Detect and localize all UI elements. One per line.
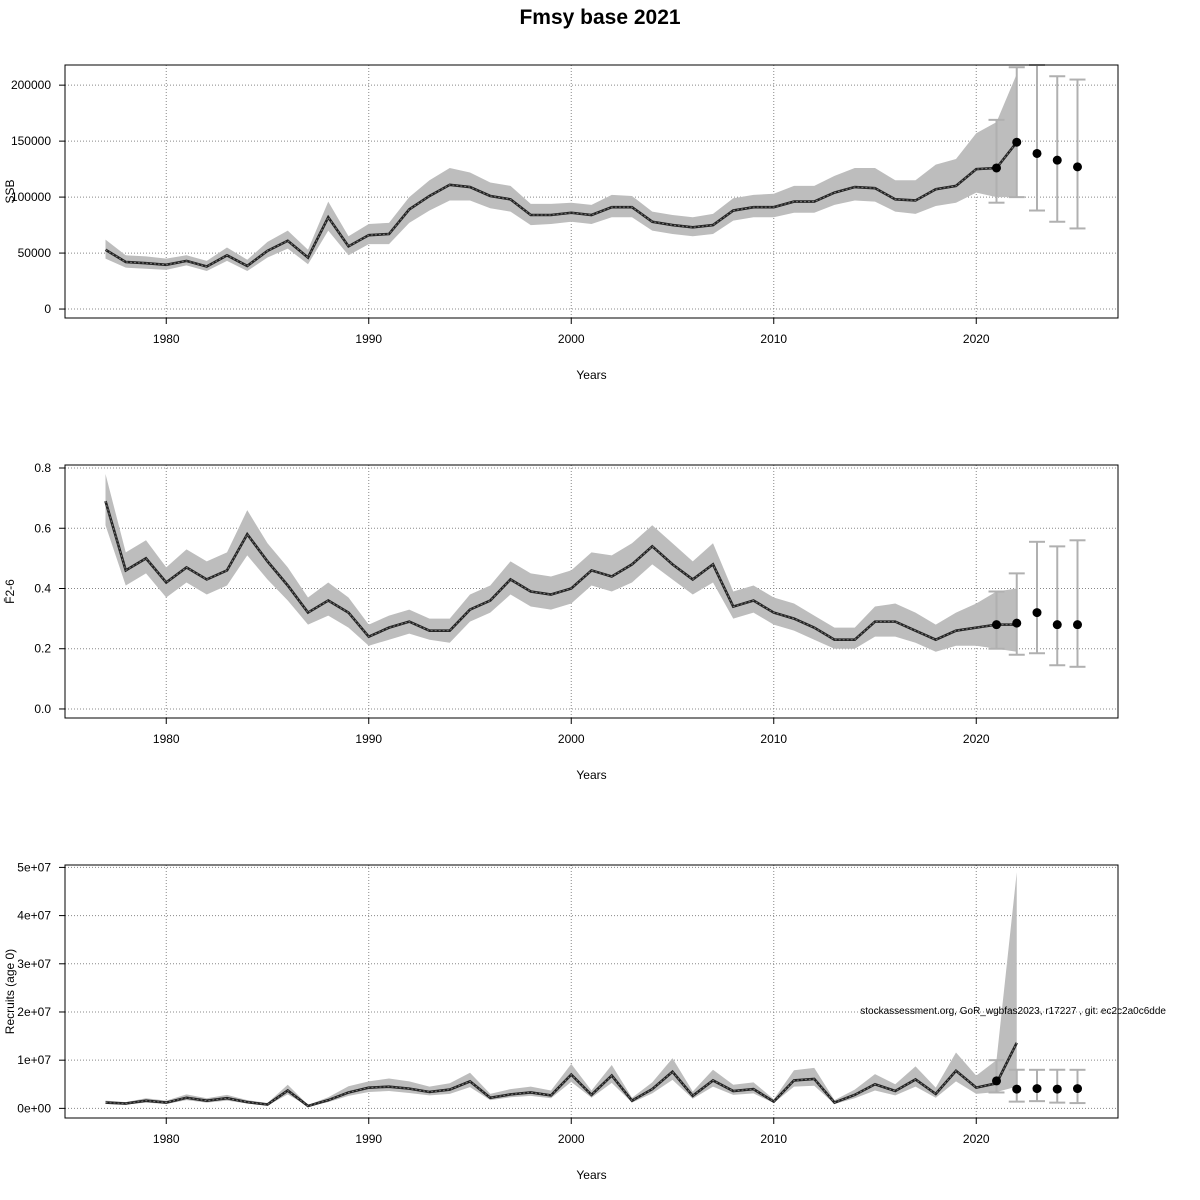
panel-ssb: 1980 1990 2000 2010 2020 0 50000 100000 150000 20… (3, 64, 1119, 382)
x-tick-label: 2010 (760, 332, 787, 346)
estimate-line-dash (105, 141, 1018, 268)
panels: 1980 1990 2000 2010 2020 0 50000 100000 150000 20… (3, 64, 1119, 1182)
x-tick-label: 1980 (153, 1132, 180, 1146)
x-tick-label: 2000 (558, 732, 585, 746)
forecast-point (1012, 618, 1022, 628)
y-tick-label: 0.6 (34, 521, 51, 535)
forecast-point (992, 1076, 1001, 1086)
y-tick-label: 200000 (11, 78, 51, 92)
y-tick-label: 0e+00 (17, 1101, 51, 1115)
plot-frame (64, 464, 1119, 719)
y-axis-label: Recruits (age 0) (3, 949, 17, 1034)
x-tick-label: 1990 (355, 732, 382, 746)
x-tick-label: 2000 (558, 1132, 585, 1146)
y-tick-label: 0.8 (34, 461, 51, 475)
forecast-point (1073, 1084, 1082, 1094)
y-tick-label: 150000 (11, 134, 51, 148)
footnote: stockassessment.org, GoR_wgbfas2023, r17… (860, 1006, 1166, 1017)
forecast-point (1032, 148, 1042, 158)
forecast-point (1052, 1084, 1062, 1094)
x-tick-label: 2010 (760, 1132, 787, 1146)
x-tick-label: 2020 (963, 332, 990, 346)
forecast-point (1032, 608, 1042, 618)
x-axis-label: Years (576, 768, 606, 782)
forecast-point (1052, 155, 1062, 165)
confidence-band (105, 73, 1017, 271)
y-tick-label: 0.0 (34, 702, 51, 716)
y-tick-label: 1e+07 (17, 1053, 51, 1067)
forecast-point (1073, 162, 1082, 172)
x-tick-label: 2010 (760, 732, 787, 746)
y-tick-label: 2e+07 (17, 1005, 51, 1019)
forecast-point (992, 620, 1001, 630)
x-tick-label: 2020 (963, 1132, 990, 1146)
y-axis-label: SSB (3, 179, 17, 203)
forecast-point (1052, 620, 1062, 630)
x-tick-label: 2020 (963, 732, 990, 746)
forecast-point (1073, 620, 1082, 630)
x-tick-label: 2000 (558, 332, 585, 346)
y-tick-label: 3e+07 (17, 957, 51, 971)
figure-title: Fmsy base 2021 (519, 6, 680, 29)
x-tick-label: 1990 (355, 1132, 382, 1146)
forecast-point (1032, 1084, 1042, 1094)
y-tick-label: 50000 (18, 246, 52, 260)
panel-recruits: 1980 1990 2000 2010 2020 0e+00 1e+07 2e+07 3e+07… (3, 860, 1119, 1182)
x-tick-label: 1980 (153, 332, 180, 346)
estimate-line (105, 1042, 1018, 1108)
forecast-point (992, 163, 1001, 173)
x-tick-label: 1990 (355, 332, 382, 346)
estimate-line-dash (105, 501, 1017, 641)
forecast-point (1012, 137, 1022, 147)
panel-fbar: 1980 1990 2000 2010 2020 0.0 0.2 0.4 0.6 0.8 Years… (3, 461, 1119, 782)
x-tick-label: 1980 (153, 732, 180, 746)
y-axis-label: F̄2-6 (3, 579, 17, 604)
y-tick-label: 100000 (11, 190, 51, 204)
y-tick-label: 0.4 (34, 581, 51, 595)
y-tick-label: 0 (44, 302, 51, 316)
forecast-point (1012, 1084, 1022, 1094)
y-tick-label: 5e+07 (17, 860, 51, 874)
y-tick-label: 4e+07 (17, 909, 51, 923)
x-axis-label: Years (576, 1168, 606, 1182)
confidence-band (105, 872, 1017, 1107)
x-axis-label: Years (576, 368, 606, 382)
plot-frame (64, 864, 1119, 1119)
y-tick-label: 0.2 (34, 642, 51, 656)
plot-frame (64, 64, 1119, 319)
confidence-band (105, 474, 1017, 652)
estimate-line-dash (105, 1042, 1018, 1107)
